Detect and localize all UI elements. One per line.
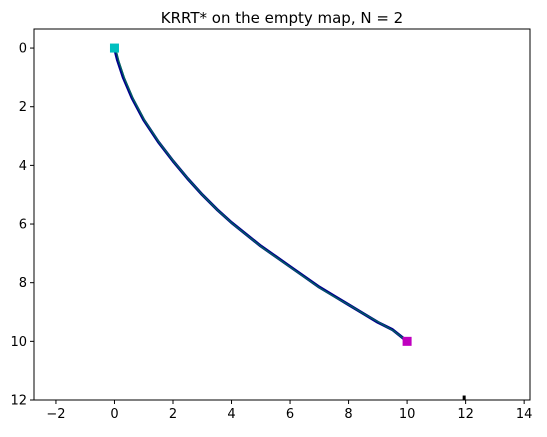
y-tick-label: 10: [10, 335, 27, 350]
axes-frame: [33, 28, 531, 401]
x-tick-label: 10: [399, 407, 416, 422]
y-tick-label: 6: [19, 218, 27, 233]
plot-area: [109, 43, 466, 400]
x-tick-label: 8: [344, 407, 352, 422]
y-tick-label: 4: [19, 159, 27, 174]
x-tick-label: 0: [110, 407, 118, 422]
x-tick-label: 14: [516, 407, 533, 422]
goal-marker: [402, 336, 412, 346]
y-tick-label: 8: [19, 276, 27, 291]
x-tick-label: −2: [46, 407, 65, 422]
y-tick-label: 0: [19, 42, 27, 57]
y-tick-label: 12: [10, 394, 27, 409]
x-tick-label: 6: [286, 407, 294, 422]
start-marker: [109, 43, 119, 53]
chart-title: KRRT* on the empty map, N = 2: [161, 9, 403, 27]
stray-point-1: [462, 395, 466, 400]
x-axis: −2 0 2 4 6 8 10 12 14: [46, 400, 532, 422]
trajectory-line-2: [115, 48, 408, 343]
x-tick-label: 4: [227, 407, 235, 422]
y-tick-label: 2: [19, 100, 27, 115]
x-tick-label: 12: [457, 407, 474, 422]
x-tick-label: 2: [169, 407, 177, 422]
plot-content: [109, 43, 466, 400]
y-axis: 0 2 4 6 8 10 12: [10, 42, 34, 409]
